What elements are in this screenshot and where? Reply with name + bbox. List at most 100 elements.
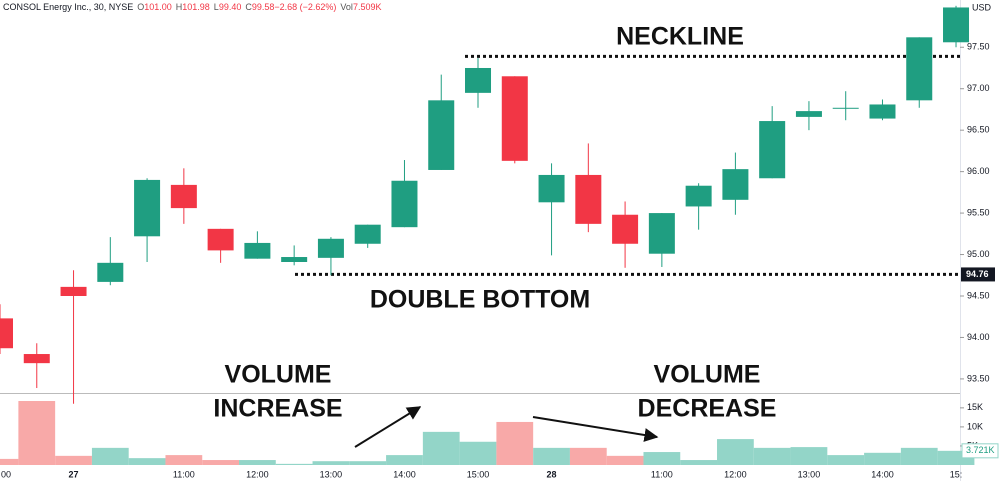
annotation: INCREASE: [213, 395, 342, 423]
header-key: O: [137, 2, 144, 12]
volume-bar: [680, 460, 718, 465]
volume-bar: [18, 401, 56, 465]
candle-body: [170, 184, 197, 209]
x-tick-label: 12:00: [246, 469, 269, 479]
y-tick-label: 94.50: [967, 290, 990, 300]
candle-body: [795, 111, 822, 117]
x-tick-label: 27: [69, 469, 79, 479]
x-tick-label: 28: [547, 469, 557, 479]
volume-bar: [753, 447, 791, 465]
candle-body: [354, 224, 381, 244]
x-tick-label: 13:00: [798, 469, 821, 479]
candle-body: [134, 179, 161, 237]
volume-bar: [312, 461, 350, 465]
candle-body: [685, 185, 712, 207]
volume-bar: [239, 460, 276, 465]
candle-body: [428, 100, 455, 170]
volume-bar: [128, 458, 166, 465]
candle-body: [648, 213, 675, 254]
y-tick-label: 15K: [967, 402, 983, 412]
marks: 93.50 94.00 94.50 95.00 95.50 96.00 96.50 97.00…: [0, 5, 999, 479]
header-value: 99.40: [219, 2, 242, 12]
y-tick-label: 95.50: [967, 207, 990, 217]
candle-body: [207, 228, 234, 251]
header-value: 101.00: [144, 2, 172, 12]
volume-bar: [790, 447, 828, 465]
y-tick-label: 94.00: [967, 332, 990, 342]
volume-bar: [422, 431, 460, 465]
header-key: Vol: [340, 2, 353, 12]
volume-bar: [827, 455, 865, 465]
x-tick-label: 11:00: [173, 469, 195, 479]
x-tick-label: 13:00: [320, 469, 343, 479]
volume-bar: [202, 460, 240, 465]
volume-bar: [717, 439, 754, 465]
candle-body: [722, 169, 749, 200]
y-tick-label: 96.50: [967, 125, 990, 135]
y-tick-label: 97.00: [967, 83, 990, 93]
annotation: NECKLINE: [616, 23, 744, 51]
volume-bar: [496, 421, 534, 465]
annotation: VOLUME: [225, 361, 332, 389]
volume-bar: [606, 455, 644, 465]
currency: USD: [972, 2, 992, 12]
value-label: 3.721K: [966, 445, 995, 455]
x-tick-label: 15:00: [467, 469, 490, 479]
x-tick-label: 11:00: [651, 469, 673, 479]
candle-body: [60, 286, 87, 296]
volume-bar: [864, 452, 901, 465]
candle-body: [575, 174, 602, 224]
candle-body: [244, 242, 271, 259]
candle-body: [0, 318, 13, 349]
volume-bar: [55, 455, 92, 465]
volume-bar: [459, 441, 497, 465]
candle-body: [759, 121, 786, 179]
candle-body: [943, 7, 970, 43]
price-tag-bg: [961, 267, 995, 282]
x-tick-label: 14:00: [871, 469, 894, 479]
candle-body: [906, 37, 933, 101]
x-tick-label: 00: [1, 469, 11, 479]
arrow: [532, 416, 659, 442]
volume-bar: [91, 447, 129, 465]
header-value: −2.68 (−2.62%): [274, 2, 336, 12]
x-tick-label: 15:: [950, 469, 963, 479]
candle-body: [465, 67, 492, 93]
candle-body: [391, 180, 418, 228]
volume-bar: [275, 463, 313, 465]
candle-body: [869, 104, 896, 119]
value-tag-bg: [961, 443, 999, 459]
header-key: H: [176, 2, 183, 12]
annotation: DOUBLE BOTTOM: [370, 286, 590, 314]
y-tick-label: 93.50: [967, 373, 990, 383]
annotation: DECREASE: [638, 395, 777, 423]
header-symbol: CONSOL Energy Inc., 30, NYSE: [3, 2, 133, 12]
x-tick-label: 12:00: [724, 469, 747, 479]
volume-bar: [900, 447, 938, 465]
y-tick-label: 96.00: [967, 166, 990, 176]
candle-body: [538, 174, 565, 203]
candle-body: [317, 238, 344, 258]
volume-bar: [533, 447, 570, 465]
x-tick-label: 14:00: [393, 469, 416, 479]
header-value: 7.509K: [353, 2, 382, 12]
volume-bar: [386, 455, 423, 465]
annotation: VOLUME: [654, 361, 761, 389]
header-value: 101.98: [182, 2, 210, 12]
volume-bar: [349, 461, 387, 465]
header-key: C: [245, 2, 252, 12]
header-key: L: [214, 2, 219, 12]
header: CONSOL Energy Inc., 30, NYSE O101.00 H101.…: [3, 2, 381, 12]
y-tick-label: 10K: [967, 421, 983, 431]
volume-bar: [165, 455, 203, 465]
candle-body: [832, 107, 859, 109]
candle-body: [23, 354, 50, 364]
y-tick-label: 97.50: [967, 42, 990, 52]
candle-body: [612, 214, 639, 244]
y-tick-label: 95.00: [967, 249, 990, 259]
volume-bar: [643, 452, 681, 465]
price-tag: 94.76: [966, 269, 989, 279]
